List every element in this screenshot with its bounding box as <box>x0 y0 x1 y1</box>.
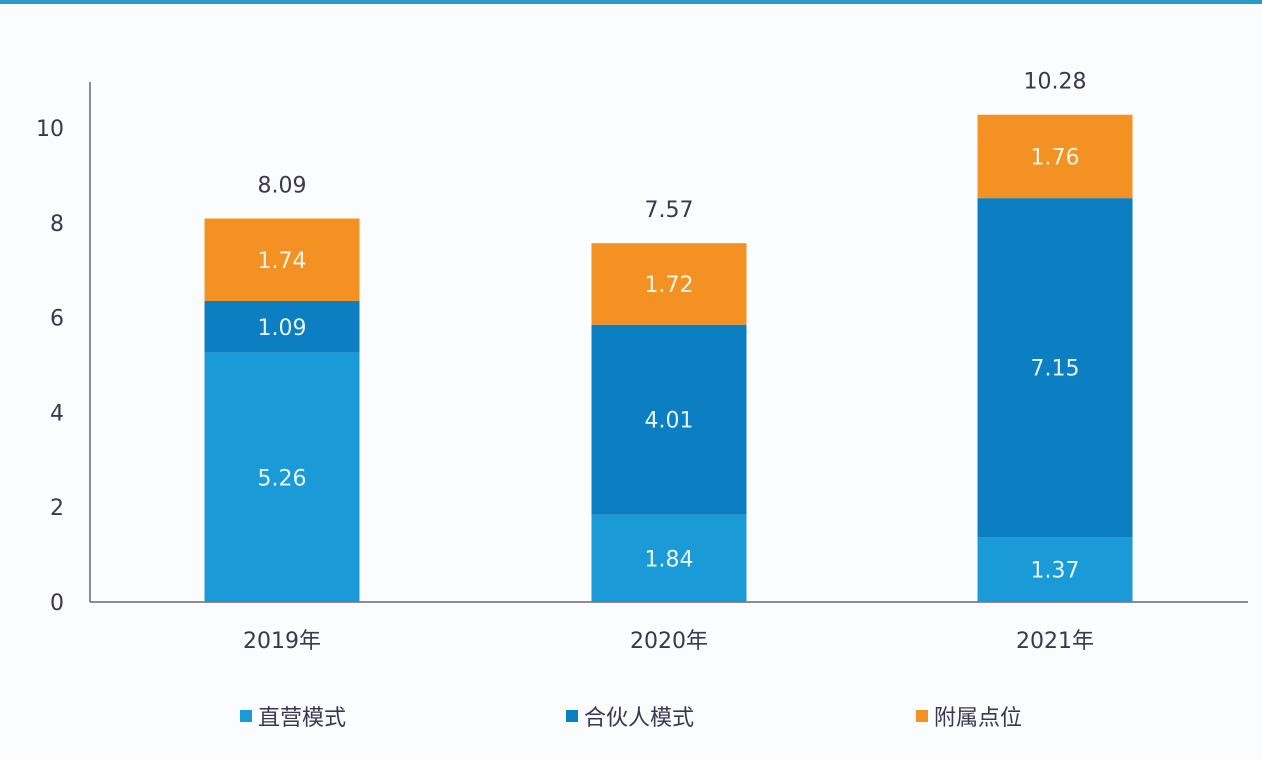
total-label: 10.28 <box>1024 70 1087 95</box>
legend-label: 附属点位 <box>934 706 1023 731</box>
data-label: 1.72 <box>645 273 694 298</box>
bar-segment <box>204 301 360 353</box>
y-tick-label: 2 <box>50 496 64 521</box>
bar-segment <box>591 243 747 325</box>
x-tick-label: 2020年 <box>630 629 708 654</box>
data-label: 1.37 <box>1031 559 1080 584</box>
y-tick-label: 8 <box>50 212 64 237</box>
y-tick-label: 0 <box>50 591 64 616</box>
bar-segment <box>591 514 747 602</box>
legend-item: 直营模式 <box>240 700 346 732</box>
legend-swatch <box>916 710 928 722</box>
legend-item: 附属点位 <box>916 700 1022 732</box>
top-border <box>0 0 1262 4</box>
bar-segment <box>204 352 360 602</box>
legend-label: 合伙人模式 <box>584 706 695 731</box>
total-label: 7.57 <box>645 198 694 223</box>
data-label: 1.84 <box>645 547 694 572</box>
y-tick-label: 6 <box>50 307 64 332</box>
legend-label: 直营模式 <box>258 706 347 731</box>
bar-segment <box>591 324 747 515</box>
data-label: 5.26 <box>258 466 307 491</box>
y-tick-label: 10 <box>36 117 64 142</box>
legend-swatch <box>566 710 578 722</box>
data-label: 1.76 <box>1031 145 1080 170</box>
data-label: 7.15 <box>1031 357 1080 382</box>
y-tick-label: 4 <box>50 401 64 426</box>
bar-segment <box>977 198 1133 538</box>
data-label: 1.09 <box>258 316 307 341</box>
bar-segment <box>204 218 360 302</box>
x-tick-label: 2021年 <box>1016 629 1094 654</box>
bar-segment <box>977 114 1133 199</box>
bar-segment <box>977 537 1133 602</box>
data-label: 1.74 <box>258 249 307 274</box>
legend-item: 合伙人模式 <box>566 700 694 732</box>
total-label: 8.09 <box>258 174 307 199</box>
legend-swatch <box>240 710 252 722</box>
x-tick-label: 2019年 <box>243 629 321 654</box>
data-label: 4.01 <box>645 409 694 434</box>
stacked-bar-chart: 0 2 4 6 8 10 5.26 1.09 1.74 8.09 2019年 1.84 4.01 1.72… <box>36 70 1248 654</box>
